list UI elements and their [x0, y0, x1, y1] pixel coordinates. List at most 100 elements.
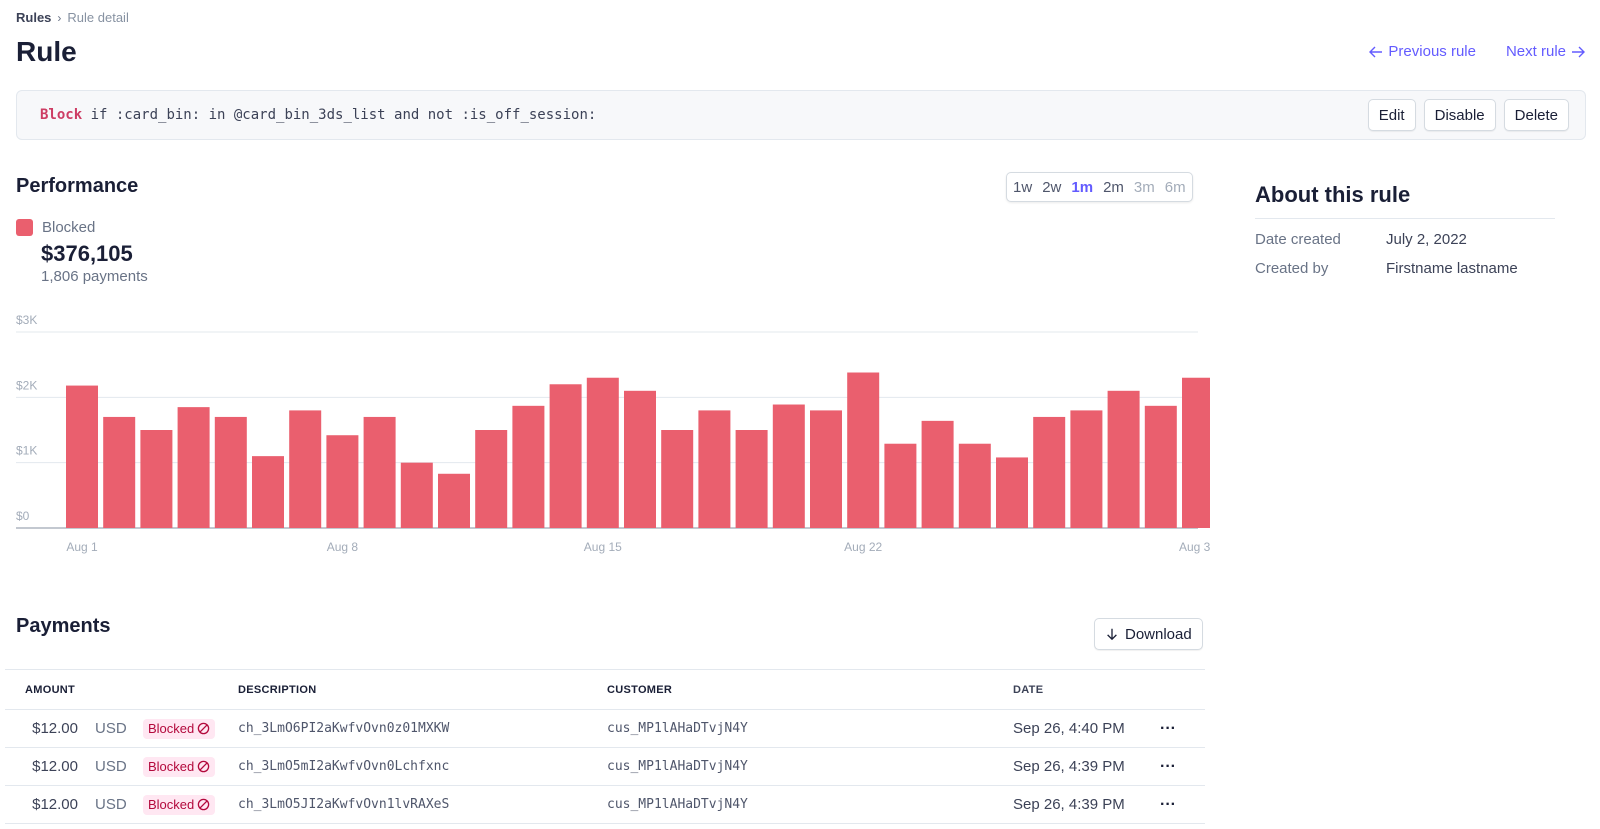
payment-date: Sep 26, 4:39 PM: [1013, 758, 1125, 775]
chart-bar: [661, 430, 694, 528]
table-row[interactable]: $12.00 USD Blocked ch_3LmO6PI2aKwfvOvn0z…: [5, 710, 1205, 748]
about-row: Date created July 2, 2022: [1255, 231, 1555, 248]
range-option[interactable]: 1w: [1013, 178, 1033, 196]
y-tick-label: $2K: [16, 378, 37, 392]
payment-customer: cus_MP1lAHaDTvjN4Y: [607, 759, 748, 774]
breadcrumb-rules-link[interactable]: Rules: [16, 10, 52, 25]
range-option[interactable]: 2m: [1103, 178, 1124, 196]
chart-bar: [921, 420, 954, 528]
disable-button[interactable]: Disable: [1423, 99, 1496, 131]
status-badge: Blocked: [143, 756, 216, 777]
rule-definition-box: Block if :card_bin: in @card_bin_3ds_lis…: [16, 90, 1586, 140]
y-tick-label: $0: [16, 509, 30, 523]
status-label: Blocked: [148, 797, 195, 812]
chart-bar: [214, 416, 247, 528]
payment-amount: $12.00: [32, 720, 78, 737]
column-header-amount: AMOUNT: [25, 683, 76, 696]
blocked-total-amount: $376,105: [41, 241, 133, 266]
chart-bar: [586, 377, 619, 528]
payment-date: Sep 26, 4:40 PM: [1013, 720, 1125, 737]
download-label: Download: [1125, 625, 1192, 643]
chart-bar: [289, 410, 322, 528]
chart-bar: [363, 416, 396, 528]
chart-legend: Blocked: [16, 219, 95, 236]
chart-bar: [624, 390, 656, 528]
x-tick-label: Aug 15: [584, 540, 622, 554]
range-option[interactable]: 2w: [1042, 178, 1062, 196]
chart-bar: [698, 410, 731, 528]
y-tick-label: $3K: [16, 313, 37, 327]
previous-rule-label: Previous rule: [1388, 43, 1476, 60]
column-header-date: DATE: [1013, 683, 1044, 696]
status-badge: Blocked: [143, 718, 216, 739]
page-title: Rule: [16, 36, 77, 67]
x-tick-label: Aug 31: [1179, 540, 1210, 554]
chart-bar: [140, 430, 173, 528]
chart-bar: [103, 416, 136, 528]
chart-bar: [772, 404, 805, 528]
payment-customer: cus_MP1lAHaDTvjN4Y: [607, 797, 748, 812]
chart-bar: [884, 443, 917, 528]
rule-condition: if :card_bin: in @card_bin_3ds_list and …: [82, 107, 597, 123]
more-horizontal-icon[interactable]: ···: [1160, 795, 1176, 813]
breadcrumb-current: Rule detail: [67, 10, 129, 25]
edit-button[interactable]: Edit: [1367, 99, 1416, 131]
chart-bar: [66, 385, 98, 528]
about-title: About this rule: [1255, 182, 1555, 219]
chart-bar: [996, 457, 1028, 528]
payment-date: Sep 26, 4:39 PM: [1013, 796, 1125, 813]
chart-bar: [1182, 377, 1210, 528]
status-label: Blocked: [148, 759, 195, 774]
payment-amount: $12.00: [32, 758, 78, 775]
y-tick-label: $1K: [16, 444, 37, 458]
next-rule-link[interactable]: Next rule: [1506, 43, 1586, 60]
payment-currency: USD: [95, 758, 127, 775]
table-header: AMOUNT DESCRIPTION CUSTOMER DATE: [5, 670, 1205, 710]
rule-navigation: Previous rule Next rule: [1368, 43, 1586, 60]
blocked-payment-count: 1,806 payments: [41, 268, 148, 285]
range-option[interactable]: 6m: [1164, 178, 1186, 196]
range-option[interactable]: 3m: [1133, 178, 1155, 196]
x-tick-label: Aug 8: [327, 540, 359, 554]
x-tick-label: Aug 22: [844, 540, 882, 554]
chart-bar: [735, 430, 768, 528]
status-badge: Blocked: [143, 794, 216, 815]
more-horizontal-icon[interactable]: ···: [1160, 757, 1176, 775]
payments-table: AMOUNT DESCRIPTION CUSTOMER DATE $12.00 …: [5, 669, 1205, 824]
legend-label: Blocked: [42, 219, 96, 236]
download-button[interactable]: Download: [1094, 618, 1203, 650]
about-key: Created by: [1255, 260, 1329, 277]
chevron-right-icon: ›: [57, 10, 62, 25]
performance-bar-chart: $0 $1K $2K $3K Aug 1 Aug 8 Aug 15 Aug 22 Aug 31: [16, 313, 1210, 554]
chart-bar: [438, 473, 470, 528]
chart-bar: [1107, 390, 1140, 528]
chart-bar: [475, 430, 508, 528]
chart-bar: [512, 405, 545, 528]
next-rule-label: Next rule: [1505, 43, 1566, 60]
range-option[interactable]: 1m: [1071, 178, 1094, 196]
chart-bar: [326, 435, 359, 528]
arrow-down-icon: [1107, 628, 1117, 641]
delete-button[interactable]: Delete: [1503, 99, 1569, 131]
more-horizontal-icon[interactable]: ···: [1160, 719, 1176, 737]
legend-swatch: [16, 219, 33, 236]
payment-description: ch_3LmO5JI2aKwfvOvn1lvRAXeS: [238, 797, 450, 812]
column-header-customer: CUSTOMER: [607, 683, 673, 696]
performance-title: Performance: [16, 175, 139, 197]
previous-rule-link[interactable]: Previous rule: [1368, 43, 1476, 60]
chart-bar: [400, 462, 433, 528]
blocked-icon: [197, 722, 210, 735]
blocked-icon: [197, 798, 210, 811]
status-label: Blocked: [148, 721, 195, 736]
time-range-selector: 1w 2w 1m 2m 3m 6m: [1006, 172, 1193, 202]
chart-bar: [549, 384, 582, 528]
table-row[interactable]: $12.00 USD Blocked ch_3LmO5mI2aKwfvOvn0L…: [5, 748, 1205, 786]
rule-action-keyword: Block: [40, 107, 83, 123]
payment-currency: USD: [95, 720, 127, 737]
about-value: Firstname lastname: [1386, 260, 1518, 277]
blocked-icon: [197, 760, 210, 773]
arrow-left-icon: [1369, 46, 1383, 57]
payment-description: ch_3LmO5mI2aKwfvOvn0Lchfxnc: [238, 759, 450, 774]
table-row[interactable]: $12.00 USD Blocked ch_3LmO5JI2aKwfvOvn1l…: [5, 786, 1205, 824]
chart-bar: [1033, 416, 1066, 528]
